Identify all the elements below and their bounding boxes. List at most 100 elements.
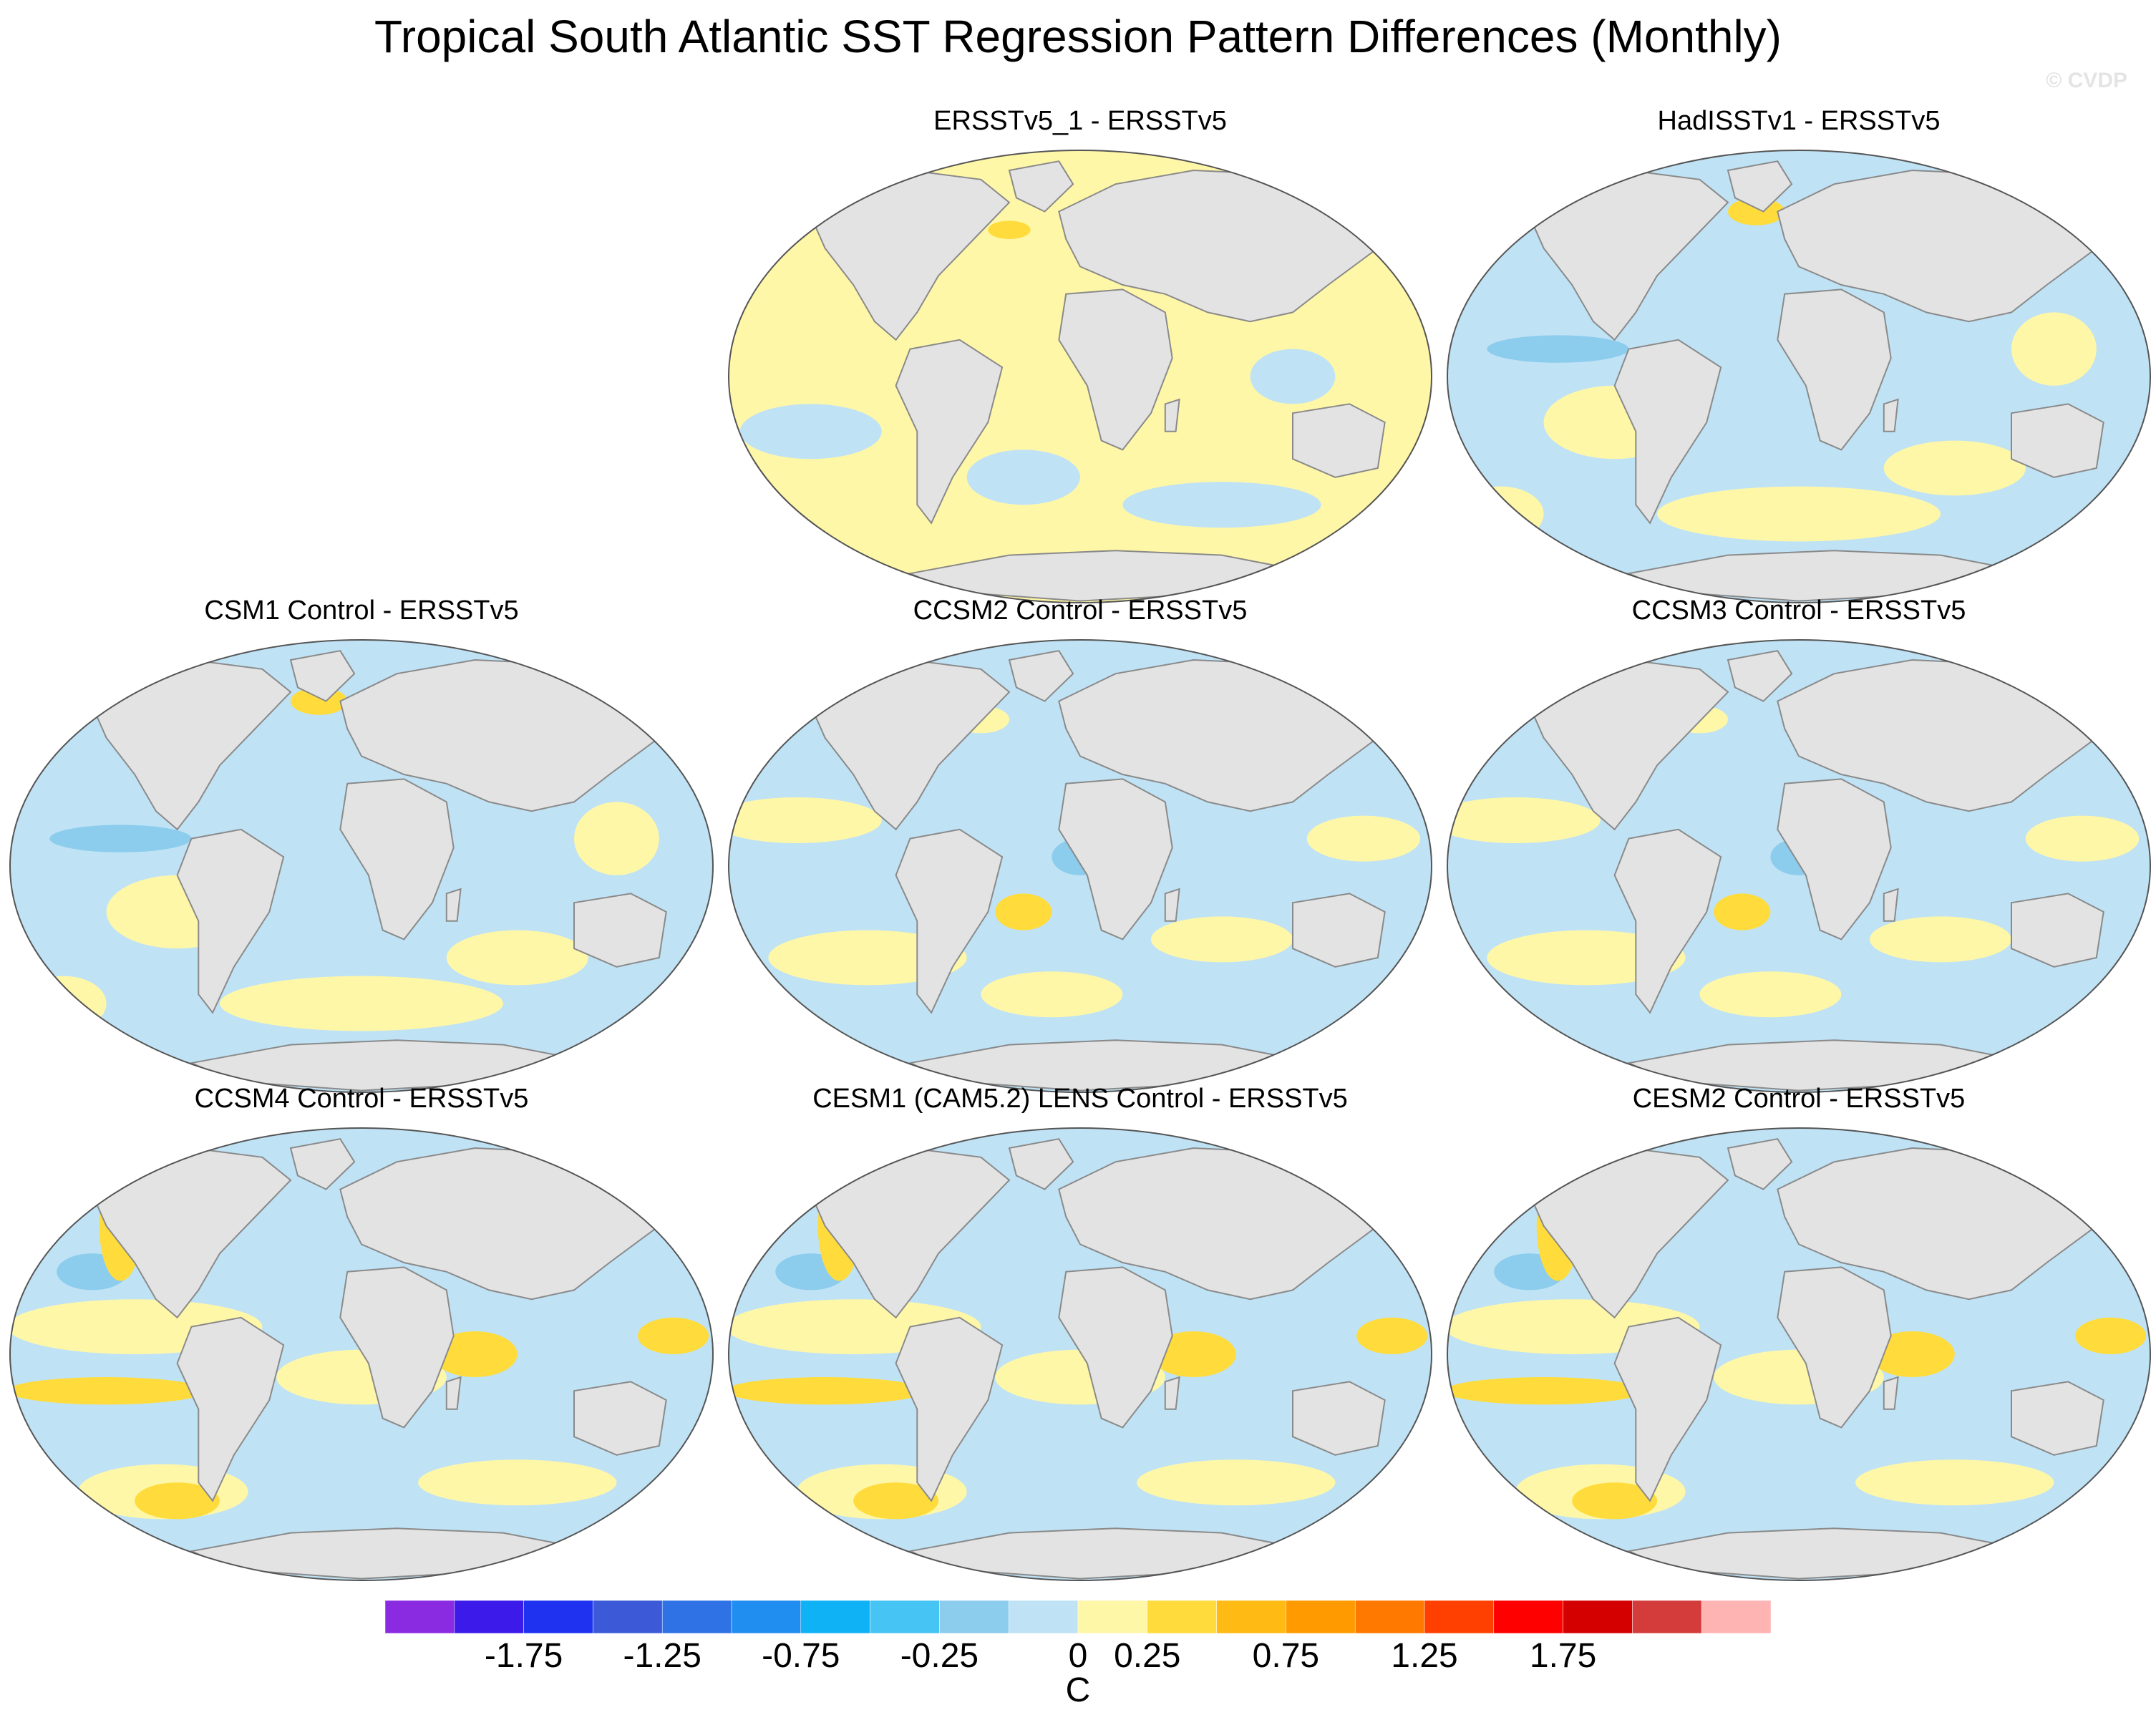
- colorbar-swatch: [385, 1600, 455, 1634]
- continent-eurasia: [1777, 169, 2097, 323]
- anomaly-region: [2075, 1317, 2147, 1354]
- colorbar-swatch: [1563, 1600, 1633, 1634]
- map-outline: [728, 1127, 1432, 1581]
- continent-africa: [1777, 778, 1892, 941]
- continent-north-america: [91, 659, 292, 831]
- continent-australia: [2011, 1381, 2104, 1456]
- anomaly-region: [1699, 971, 1842, 1018]
- world-map: [1447, 150, 2151, 603]
- colorbar-tick-label: 0.25: [1114, 1637, 1181, 1675]
- continent-north-america: [91, 1147, 292, 1319]
- anomaly-region: [853, 1482, 938, 1520]
- panel-title: CCSM2 Control - ERSSTv5: [913, 596, 1248, 626]
- anomaly-region: [10, 1377, 206, 1405]
- anomaly-region: [988, 220, 1031, 239]
- colorbar-units: C: [1065, 1671, 1091, 1709]
- anomaly-region: [729, 797, 882, 843]
- continent-madagascar: [1164, 1376, 1180, 1410]
- map-outline: [728, 639, 1432, 1093]
- colorbar-tick-label: 0: [1068, 1637, 1088, 1675]
- panel-title: HadISSTv1 - ERSSTv5: [1657, 106, 1941, 136]
- map-outline: [9, 1127, 714, 1581]
- continent-australia: [1292, 403, 1386, 478]
- continent-greenland: [1727, 650, 1793, 702]
- colorbar-tick-label: -0.75: [762, 1637, 840, 1675]
- continent-north-america: [1528, 169, 1729, 341]
- anomaly-region: [1458, 486, 1544, 542]
- anomaly-region: [1487, 335, 1629, 363]
- continent-eurasia: [1058, 169, 1379, 323]
- colorbar-tick-label: -0.25: [900, 1637, 979, 1675]
- panel-title: CCSM3 Control - ERSSTv5: [1631, 596, 1966, 626]
- panel-title: ERSSTv5_1 - ERSSTv5: [933, 106, 1227, 136]
- continent-eurasia: [339, 659, 660, 812]
- anomaly-region: [1447, 797, 1601, 843]
- continent-africa: [1777, 1266, 1892, 1429]
- world-map: [728, 639, 1432, 1093]
- anomaly-region: [1122, 482, 1321, 528]
- anomaly-region: [21, 976, 107, 1031]
- cvdp-watermark: © CVDP: [2046, 69, 2127, 92]
- colorbar-swatch: [661, 1600, 732, 1634]
- continent-north-america: [810, 1147, 1011, 1319]
- continent-eurasia: [339, 1147, 660, 1301]
- continent-africa: [1058, 288, 1173, 451]
- anomaly-region: [1447, 1377, 1643, 1405]
- anomaly-region: [1714, 893, 1771, 930]
- world-map: [1447, 1127, 2151, 1581]
- map-outline: [1447, 150, 2151, 603]
- continent-north-america: [1528, 1147, 1729, 1319]
- colorbar-swatch: [1077, 1600, 1148, 1634]
- anomaly-region: [1870, 1331, 1955, 1377]
- continent-madagascar: [1164, 398, 1180, 432]
- colorbar-swatch: [1216, 1600, 1286, 1634]
- continent-africa: [1777, 288, 1892, 451]
- anomaly-region: [1870, 916, 2011, 963]
- colorbar-swatch: [800, 1600, 870, 1634]
- colorbar-swatch: [1632, 1600, 1702, 1634]
- continent-eurasia: [1058, 1147, 1379, 1301]
- anomaly-region: [981, 971, 1123, 1018]
- world-map: [1447, 639, 2151, 1093]
- continent-eurasia: [1777, 659, 2097, 812]
- continent-madagascar: [1883, 1376, 1899, 1410]
- figure-title: Tropical South Atlantic SST Regression P…: [374, 11, 1782, 62]
- map-panel-erssttv5-1: ERSSTv5_1 - ERSSTv5: [726, 106, 1434, 607]
- anomaly-region: [966, 449, 1080, 505]
- map-outline: [1447, 1127, 2151, 1581]
- panel-title: CESM2 Control - ERSSTv5: [1632, 1084, 1966, 1114]
- anomaly-region: [418, 1459, 617, 1506]
- anomaly-region: [1883, 440, 2026, 496]
- continent-madagascar: [1164, 888, 1180, 922]
- continent-madagascar: [445, 888, 462, 922]
- colorbar-tick-label: -1.25: [623, 1637, 701, 1675]
- colorbar-swatch: [1354, 1600, 1425, 1634]
- colorbar-swatch: [731, 1600, 802, 1634]
- anomaly-region: [995, 893, 1052, 930]
- continent-south-america: [1613, 1316, 1722, 1502]
- world-map: [728, 1127, 1432, 1581]
- colorbar-swatch: [1008, 1600, 1079, 1634]
- map-panel-ccsm4: CCSM4 Control - ERSSTv5: [7, 1084, 716, 1585]
- world-map: [728, 150, 1432, 603]
- continent-africa: [1058, 778, 1173, 941]
- continent-eurasia: [1058, 659, 1379, 812]
- continent-madagascar: [445, 1376, 462, 1410]
- anomaly-region: [220, 976, 503, 1031]
- colorbar: [385, 1600, 1771, 1634]
- continent-greenland: [289, 1138, 356, 1190]
- colorbar-swatch: [454, 1600, 524, 1634]
- anomaly-region: [1657, 486, 1941, 542]
- map-panel-ccsm2: CCSM2 Control - ERSSTv5: [726, 596, 1434, 1097]
- colorbar-swatch: [1424, 1600, 1495, 1634]
- panel-title: CESM1 (CAM5.2) LENS Control - ERSSTv5: [812, 1084, 1348, 1114]
- anomaly-region: [2025, 815, 2140, 862]
- continent-australia: [2011, 403, 2104, 478]
- colorbar-swatch: [1493, 1600, 1563, 1634]
- colorbar-swatch: [593, 1600, 663, 1634]
- world-map: [9, 1127, 714, 1581]
- continent-madagascar: [1883, 398, 1899, 432]
- anomaly-region: [1137, 1459, 1336, 1506]
- anomaly-region: [1250, 349, 1336, 404]
- continent-north-america: [810, 169, 1011, 341]
